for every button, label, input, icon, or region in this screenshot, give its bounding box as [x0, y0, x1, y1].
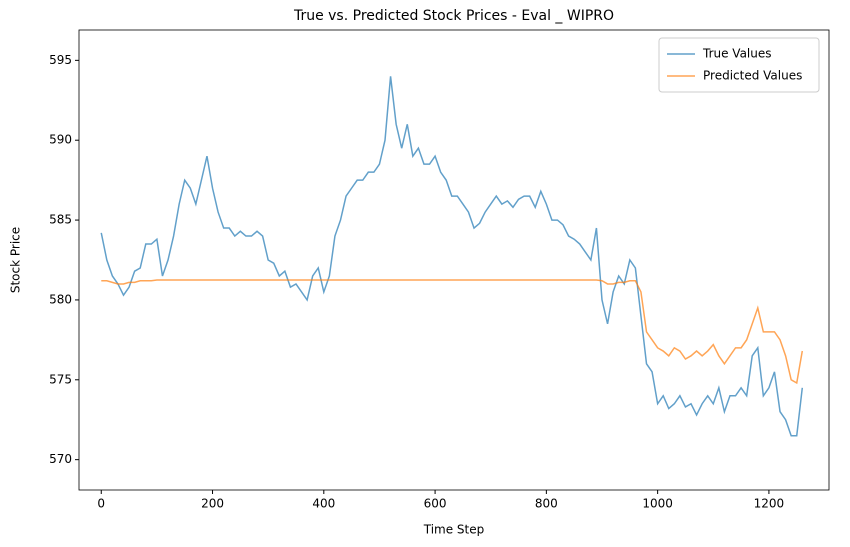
legend-box — [658, 37, 820, 93]
data-line — [100, 76, 804, 437]
x-tick-label: 800 — [535, 497, 558, 511]
y-tick-label: 595 — [49, 53, 72, 67]
y-tick-label: 575 — [49, 372, 72, 386]
y-tick-label: 585 — [49, 213, 72, 227]
x-tick-label: 600 — [424, 497, 447, 511]
x-axis-label: Time Step — [423, 523, 485, 537]
y-axis-label: Stock Price — [9, 227, 23, 293]
x-tick-label: 1000 — [642, 497, 673, 511]
x-tick-label: 1200 — [754, 497, 785, 511]
data-line — [101, 279, 804, 385]
chart-title: True vs. Predicted Stock Prices - Eval _… — [293, 8, 614, 24]
y-tick-label: 570 — [49, 452, 72, 466]
x-tick-label: 200 — [201, 497, 224, 511]
plot-frame — [78, 29, 830, 491]
y-tick-label: 580 — [49, 292, 72, 306]
y-tick-label: 590 — [49, 133, 72, 147]
legend-label: Predicted Values — [703, 69, 802, 83]
x-tick-label: 0 — [97, 497, 105, 511]
x-tick-label: 400 — [312, 497, 335, 511]
legend-label: True Values — [702, 47, 772, 61]
